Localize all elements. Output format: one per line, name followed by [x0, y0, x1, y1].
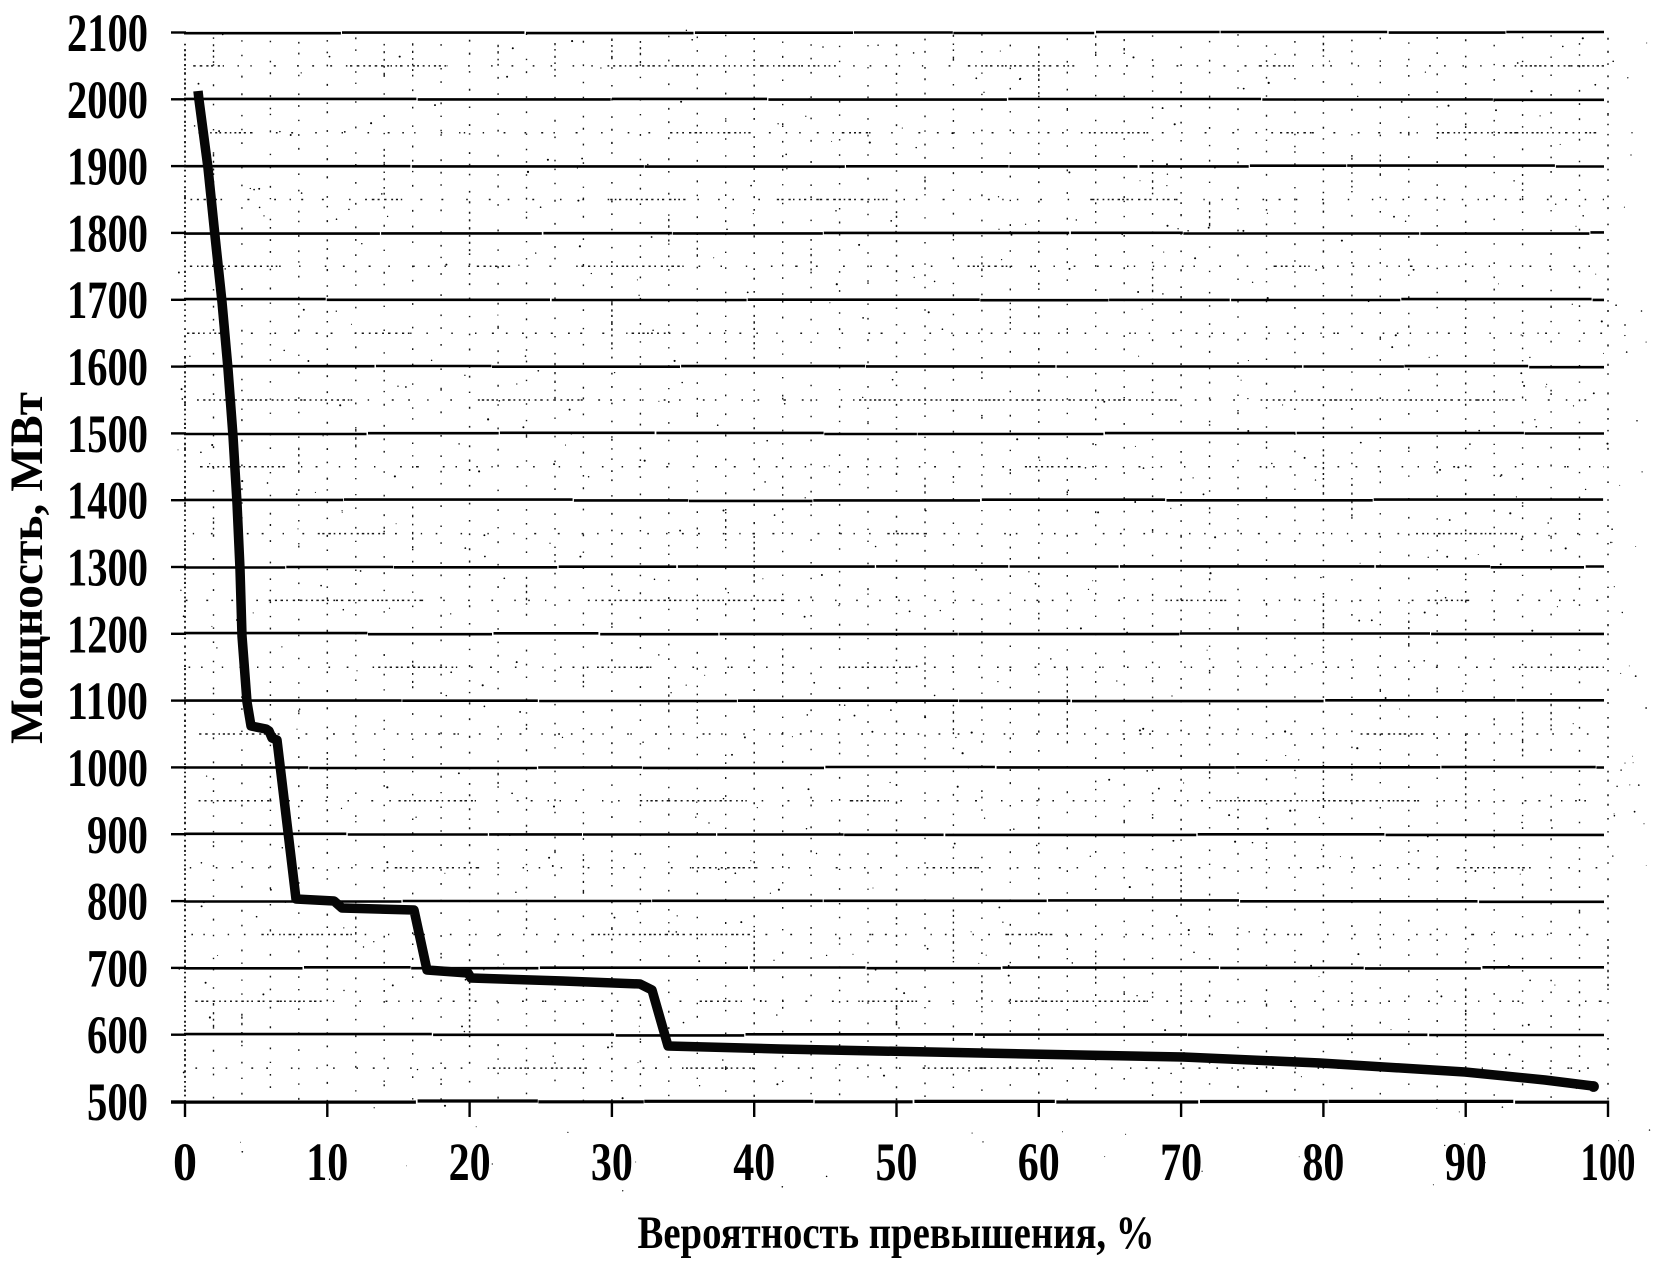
- svg-text:700: 700: [87, 938, 148, 998]
- svg-text:40: 40: [733, 1132, 775, 1192]
- svg-text:1200: 1200: [67, 604, 148, 664]
- svg-text:1900: 1900: [67, 137, 148, 197]
- svg-text:80: 80: [1302, 1132, 1344, 1192]
- svg-text:1600: 1600: [67, 337, 148, 397]
- svg-text:1700: 1700: [67, 270, 148, 330]
- svg-text:Вероятность превышения, %: Вероятность превышения, %: [638, 1207, 1155, 1259]
- svg-text:500: 500: [87, 1072, 148, 1132]
- svg-text:2100: 2100: [67, 3, 148, 63]
- svg-text:1100: 1100: [67, 671, 148, 731]
- svg-text:70: 70: [1160, 1132, 1202, 1192]
- svg-text:1400: 1400: [67, 471, 148, 531]
- svg-text:10: 10: [306, 1132, 348, 1192]
- svg-text:90: 90: [1445, 1132, 1487, 1192]
- svg-text:1000: 1000: [67, 738, 148, 798]
- svg-text:1300: 1300: [67, 538, 148, 598]
- svg-text:100: 100: [1581, 1132, 1636, 1192]
- svg-text:60: 60: [1018, 1132, 1060, 1192]
- svg-text:800: 800: [87, 872, 148, 932]
- svg-text:30: 30: [591, 1132, 633, 1192]
- svg-text:2000: 2000: [67, 70, 148, 130]
- svg-text:Мощность, МВт: Мощность, МВт: [1, 392, 53, 744]
- svg-text:900: 900: [87, 805, 148, 865]
- svg-text:1500: 1500: [67, 404, 148, 464]
- svg-text:20: 20: [449, 1132, 491, 1192]
- svg-text:600: 600: [87, 1005, 148, 1065]
- svg-text:1800: 1800: [67, 203, 148, 263]
- svg-text:50: 50: [876, 1132, 918, 1192]
- svg-text:0: 0: [173, 1132, 197, 1192]
